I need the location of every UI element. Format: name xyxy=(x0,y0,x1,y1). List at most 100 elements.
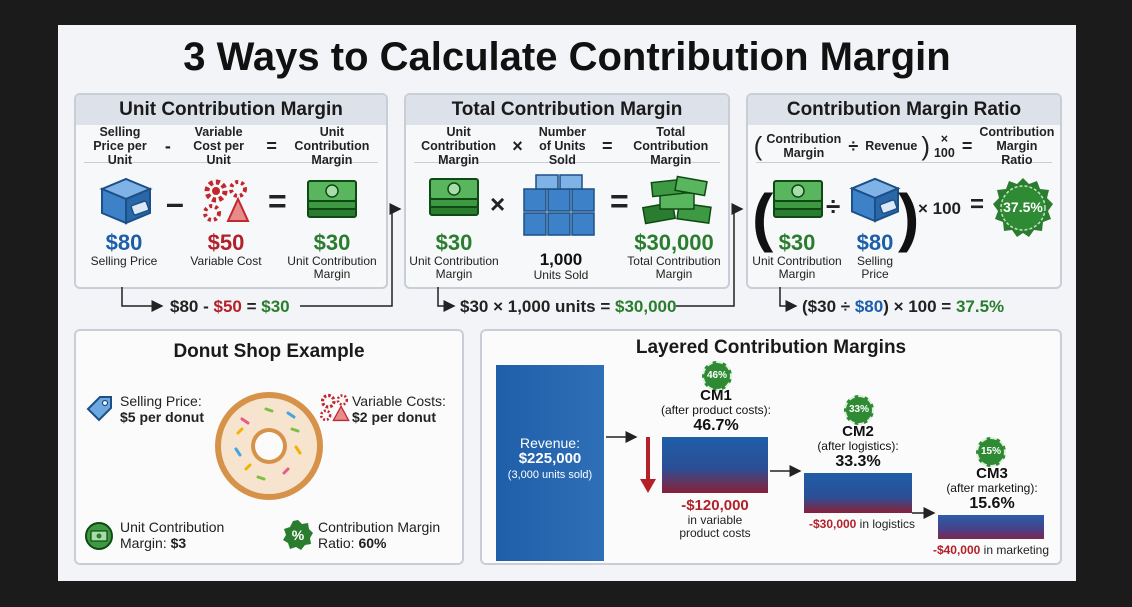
cash-icon xyxy=(773,180,823,218)
divide-operator: ÷ xyxy=(848,136,859,156)
formula-term: Number of Units Sold xyxy=(538,125,586,167)
label: Variable Cost xyxy=(190,254,262,268)
minus-operator: - xyxy=(164,136,171,156)
gears-icon xyxy=(203,179,250,222)
cm-ratio-panel: Contribution Margin Ratio ( Contribution… xyxy=(746,93,1062,289)
times-operator: × xyxy=(512,136,523,156)
donut-example-panel: Donut Shop Example Selling Price: $5 per… xyxy=(74,329,464,565)
cm1-label: CM1 (after product costs): 46.7% xyxy=(648,387,784,435)
formula-term: Revenue xyxy=(865,139,918,153)
box-icon xyxy=(99,177,153,225)
cm2-badge: 33% xyxy=(844,395,874,425)
value: $50 xyxy=(207,230,245,255)
cm1-cost: -$120,000 in variable product costs xyxy=(654,497,776,540)
label: Unit Contribution Margin xyxy=(752,254,842,281)
label: Selling Price xyxy=(856,254,894,281)
value: $3 xyxy=(170,535,187,551)
gears-icon xyxy=(319,393,350,422)
unit-cm-panel: Unit Contribution Margin Selling Price p… xyxy=(74,93,388,289)
note: in logistics xyxy=(856,517,916,531)
eq-term: ($30 ÷ xyxy=(802,297,855,316)
selling-price-item: $80 Selling Price xyxy=(844,231,906,281)
times-sign: × xyxy=(490,189,506,219)
panel2-equation: $30 × 1,000 units = $30,000 xyxy=(460,297,676,317)
selling-price-item: $80 Selling Price xyxy=(82,231,166,268)
label: Units Sold xyxy=(533,268,589,282)
equals-sign: = xyxy=(610,183,629,219)
panel1-equation: $80 - $50 = $30 xyxy=(170,297,290,317)
eq-term: $30 × 1,000 units = xyxy=(460,297,615,316)
cm3-badge: 15% xyxy=(976,437,1006,467)
equals-sign: = xyxy=(970,191,985,218)
minus-sign: – xyxy=(166,185,184,221)
formula-row: ( Contribution Margin ÷ Revenue ) × 100 … xyxy=(753,125,1055,167)
value: -$30,000 xyxy=(808,517,857,531)
percent-icon: % xyxy=(283,520,313,550)
name: CM1 xyxy=(700,387,732,404)
value: $2 per donut xyxy=(352,409,437,425)
value: $30 xyxy=(313,230,351,255)
eq-term: 37.5% xyxy=(955,297,1005,316)
value: $80 xyxy=(105,230,143,255)
ratio-seal-icon xyxy=(993,178,1053,237)
label: Selling Price: xyxy=(120,393,202,409)
unit-cm-info: Unit Contribution Margin: $3 xyxy=(120,519,224,551)
box-icon xyxy=(849,177,901,223)
close-paren: ) xyxy=(921,131,930,161)
panel-heading: Donut Shop Example xyxy=(173,341,365,362)
cm1-badge: 46% xyxy=(702,361,732,391)
infographic-canvas: 3 Ways to Calculate Contribution Margin … xyxy=(58,25,1076,581)
prefix: Ratio: xyxy=(318,535,359,551)
note: (after product costs): xyxy=(660,403,772,417)
formula-row: Selling Price per Unit - Variable Cost p… xyxy=(84,125,378,167)
value: $225,000 xyxy=(518,450,582,467)
value: -$40,000 xyxy=(932,543,981,557)
open-bracket: ( xyxy=(752,181,774,253)
label: Contribution Margin xyxy=(318,519,441,535)
cm1-bar xyxy=(662,437,768,493)
value-line: Margin: $3 xyxy=(120,535,224,551)
formula-term: Selling Price per Unit xyxy=(93,125,147,167)
layered-cm-panel: Layered Contribution Margins Revenue: $2… xyxy=(480,329,1062,565)
panel3-equation: ($30 ÷ $80) × 100 = 37.5% xyxy=(802,297,1004,317)
open-paren: ( xyxy=(753,131,763,161)
note: product costs xyxy=(679,526,751,540)
name: CM2 xyxy=(842,423,874,440)
label: Unit Contribution Margin xyxy=(409,254,499,281)
formula-term: Unit Contribution Margin xyxy=(294,125,370,167)
flow-arrows xyxy=(606,431,936,519)
revenue-text: Revenue: $225,000 (3,000 units sold) xyxy=(496,435,604,483)
panel-heading: Contribution Margin Ratio xyxy=(748,95,1060,125)
label: Selling Price xyxy=(90,254,158,268)
equals-operator: = xyxy=(602,136,613,156)
formula-row: Unit Contribution Margin × Number of Uni… xyxy=(414,125,720,167)
cm2-label: CM2 (after logistics): 33.3% xyxy=(792,423,924,471)
eq-term: $50 xyxy=(213,297,242,316)
svg-text:%: % xyxy=(292,527,305,543)
note: (3,000 units sold) xyxy=(507,469,593,481)
total-cm-panel: Total Contribution Margin Unit Contribut… xyxy=(404,93,730,289)
revenue-bar xyxy=(496,365,604,561)
note: (after marketing): xyxy=(946,481,1038,495)
connector-arrows xyxy=(121,203,798,312)
formula-term: Contribution Margin Ratio xyxy=(979,125,1055,167)
label: Unit Contribution xyxy=(120,519,225,535)
total-cm-item: $30,000 Total Contribution Margin xyxy=(622,231,726,281)
value: $30,000 xyxy=(634,230,714,255)
label: Total Contribution Margin xyxy=(627,254,721,281)
label: Variable Costs: xyxy=(352,393,446,409)
eq-op: - xyxy=(198,297,214,316)
equals-sign: = xyxy=(268,183,287,219)
cm3-bar xyxy=(938,515,1044,539)
times-100-label: × 100 xyxy=(918,199,962,218)
cash-icon xyxy=(307,180,357,218)
value: $80 xyxy=(856,230,894,255)
value-line: Ratio: 60% xyxy=(318,535,440,551)
pct: 15.6% xyxy=(969,495,1015,512)
prefix: Margin: xyxy=(120,535,171,551)
note: (after logistics): xyxy=(817,439,899,453)
value: $30 xyxy=(435,230,473,255)
cash-pile-icon xyxy=(642,175,712,225)
unit-cm-item: $30 Unit Contribution Margin xyxy=(748,231,846,281)
equals-operator: = xyxy=(266,136,277,156)
